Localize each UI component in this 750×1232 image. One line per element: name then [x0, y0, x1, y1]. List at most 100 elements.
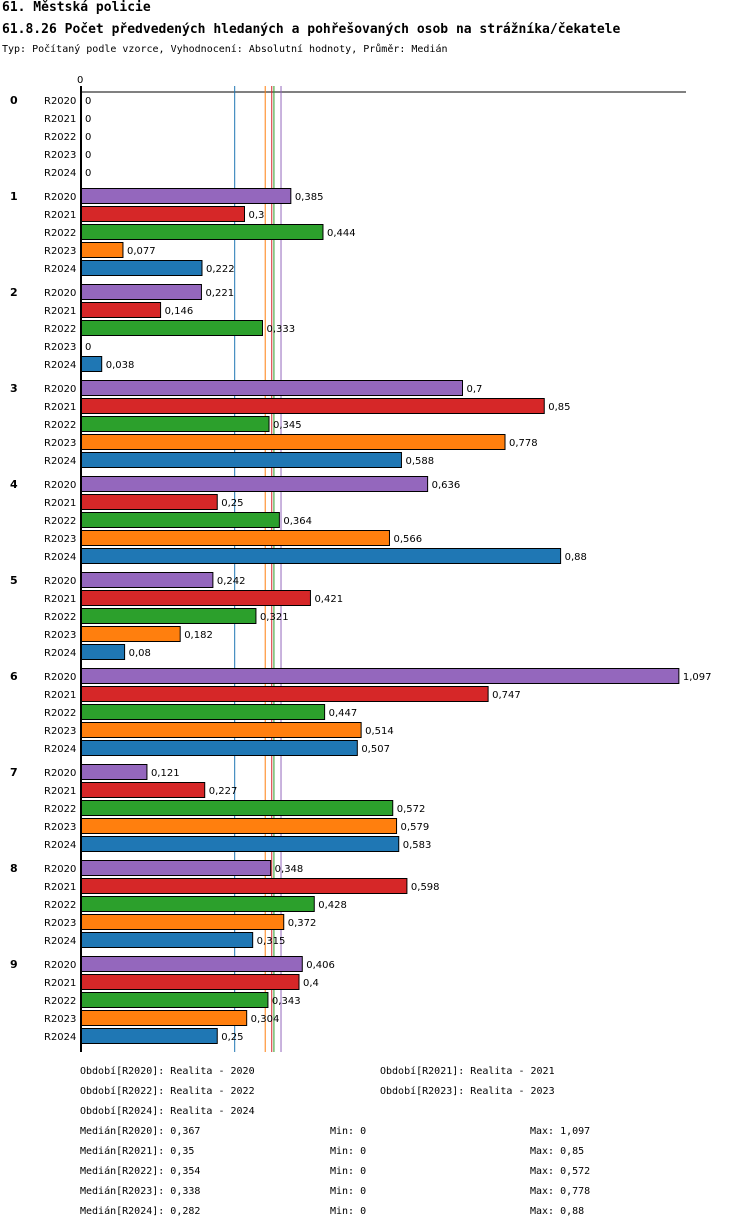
bar	[80, 260, 203, 276]
series-label: R2022	[44, 324, 76, 335]
value-label: 0,598	[411, 882, 440, 893]
value-label: 0,08	[129, 648, 151, 659]
group-label: 3	[10, 382, 18, 395]
stats-max: Max: 0,778	[530, 1186, 591, 1197]
series-label: R2020	[44, 384, 76, 395]
value-label: 0,25	[221, 1032, 243, 1043]
series-label: R2021	[44, 306, 76, 317]
bar	[80, 590, 311, 606]
value-label: 0,421	[314, 594, 343, 605]
value-label: 0,345	[273, 420, 302, 431]
series-label: R2021	[44, 114, 76, 125]
series-label: R2024	[44, 264, 76, 275]
stats-row-r2023: Medián[R2023]: 0,338 Min: 0 Max: 0,778	[80, 1186, 740, 1200]
value-label: 0,372	[288, 918, 317, 929]
stats-row-r2021: Medián[R2021]: 0,35 Min: 0 Max: 0,85	[80, 1146, 740, 1160]
stats-max: Max: 0,85	[530, 1146, 585, 1157]
value-label: 0	[85, 96, 91, 107]
series-label: R2020	[44, 96, 76, 107]
bar	[80, 860, 272, 876]
stats-median: Medián[R2020]: 0,367	[80, 1126, 201, 1137]
stats-min: Min: 0	[330, 1206, 367, 1217]
series-label: R2023	[44, 150, 76, 161]
bar	[80, 644, 126, 660]
bar	[80, 320, 263, 336]
series-label: R2020	[44, 864, 76, 875]
bar	[80, 416, 270, 432]
value-label: 0,364	[283, 516, 312, 527]
stats-max: Max: 0,88	[530, 1206, 585, 1217]
bar	[80, 1010, 248, 1026]
series-label: R2022	[44, 132, 76, 143]
bar	[80, 764, 148, 780]
bar	[80, 608, 257, 624]
value-label: 0,333	[266, 324, 295, 335]
series-label: R2024	[44, 936, 76, 947]
value-label: 0,3	[249, 210, 265, 221]
axis-zero-label: 0	[77, 75, 83, 86]
value-label: 0,146	[165, 306, 194, 317]
bar	[80, 626, 181, 642]
bar	[80, 356, 103, 372]
value-label: 0,221	[205, 288, 234, 299]
bar	[80, 686, 489, 702]
bar	[80, 380, 463, 396]
series-label: R2021	[44, 786, 76, 797]
series-label: R2024	[44, 456, 76, 467]
series-label: R2023	[44, 246, 76, 257]
series-label: R2022	[44, 996, 76, 1007]
bar	[80, 878, 408, 894]
value-label: 0,7	[467, 384, 483, 395]
value-label: 0,778	[509, 438, 538, 449]
series-label: R2023	[44, 342, 76, 353]
bar	[80, 572, 214, 588]
legend-item-r2020: Období[R2020]: Realita - 2020	[80, 1066, 255, 1077]
bar	[80, 530, 390, 546]
series-label: R2021	[44, 882, 76, 893]
value-label: 0,447	[329, 708, 358, 719]
value-label: 0	[85, 150, 91, 161]
series-label: R2021	[44, 210, 76, 221]
bar	[80, 782, 206, 798]
value-label: 0,242	[217, 576, 246, 587]
stats-median: Medián[R2021]: 0,35	[80, 1146, 195, 1157]
value-label: 0,88	[565, 552, 587, 563]
series-label: R2022	[44, 708, 76, 719]
stats-min: Min: 0	[330, 1166, 367, 1177]
series-label: R2021	[44, 594, 76, 605]
series-label: R2024	[44, 360, 76, 371]
value-label: 1,097	[683, 672, 712, 683]
value-label: 0,321	[260, 612, 289, 623]
series-label: R2024	[44, 744, 76, 755]
value-label: 0,579	[401, 822, 430, 833]
bar	[80, 452, 402, 468]
series-label: R2023	[44, 630, 76, 641]
bar	[80, 932, 254, 948]
value-label: 0,747	[492, 690, 521, 701]
bar	[80, 836, 400, 852]
series-label: R2021	[44, 978, 76, 989]
value-label: 0,588	[405, 456, 434, 467]
series-label: R2020	[44, 672, 76, 683]
stats-median: Medián[R2022]: 0,354	[80, 1166, 201, 1177]
series-label: R2022	[44, 804, 76, 815]
value-label: 0,507	[361, 744, 390, 755]
series-label: R2021	[44, 498, 76, 509]
stats-median: Medián[R2023]: 0,338	[80, 1186, 201, 1197]
value-label: 0,572	[397, 804, 426, 815]
value-label: 0,25	[221, 498, 243, 509]
stats-min: Min: 0	[330, 1126, 367, 1137]
value-label: 0,038	[106, 360, 135, 371]
bar	[80, 974, 300, 990]
series-label: R2020	[44, 768, 76, 779]
series-label: R2022	[44, 228, 76, 239]
bar	[80, 434, 506, 450]
series-label: R2023	[44, 534, 76, 545]
series-label: R2021	[44, 402, 76, 413]
bar	[80, 1028, 218, 1044]
legend-item-r2022: Období[R2022]: Realita - 2022	[80, 1086, 255, 1097]
value-label: 0,182	[184, 630, 213, 641]
chart-title: 61.8.26 Počet předvedených hledaných a p…	[2, 22, 621, 37]
value-label: 0,343	[272, 996, 301, 1007]
bar	[80, 206, 245, 222]
